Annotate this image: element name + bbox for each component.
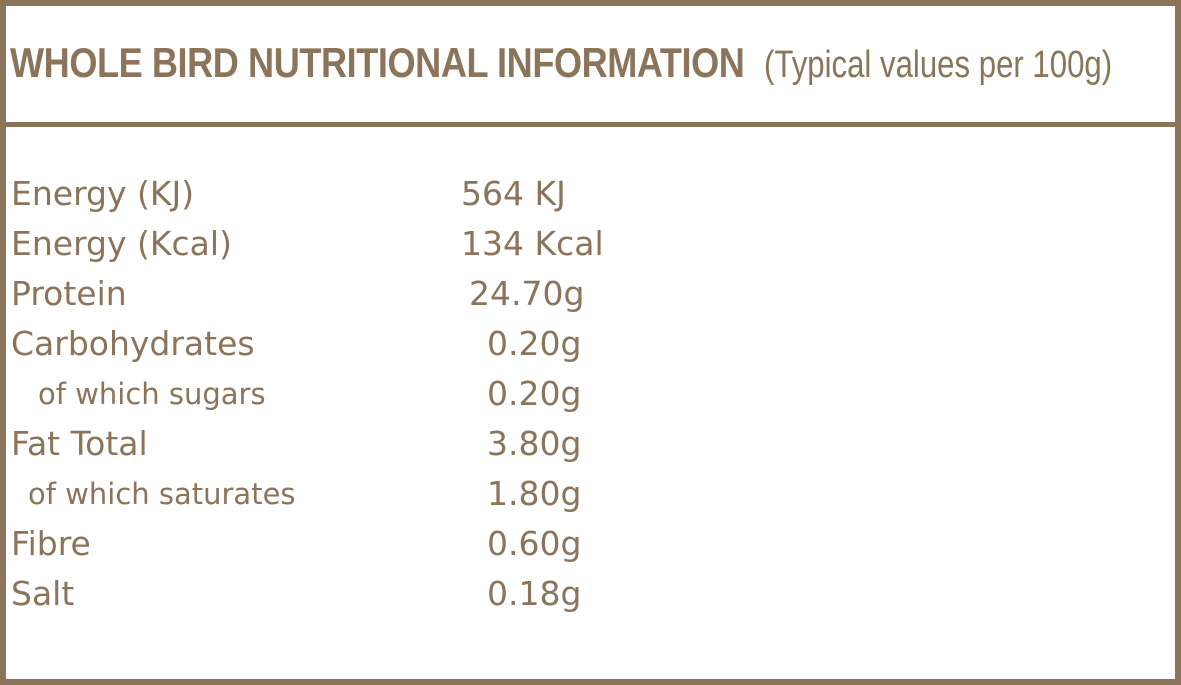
row-value: 1.80g xyxy=(487,474,582,513)
page-title: WHOLE BIRD NUTRITIONAL INFORMATION xyxy=(10,39,745,86)
row-value: 0.18g xyxy=(487,574,582,613)
nutrition-row-salt: Salt 0.18g xyxy=(6,569,1175,619)
title-line: WHOLE BIRD NUTRITIONAL INFORMATION (Typic… xyxy=(10,39,1181,86)
row-label: Protein xyxy=(11,274,127,313)
row-value: 564 KJ xyxy=(461,174,566,213)
nutrition-table: Energy (KJ) 564 KJ Energy (Kcal) 134 Kca… xyxy=(6,169,1175,619)
nutrition-row-fat-total: Fat Total 3.80g xyxy=(6,419,1175,469)
row-value: 24.70g xyxy=(469,274,585,313)
row-value: 3.80g xyxy=(487,424,582,463)
nutrition-row-energy-kj: Energy (KJ) 564 KJ xyxy=(6,169,1175,219)
row-label: Carbohydrates xyxy=(11,324,255,363)
nutrition-row-fibre: Fibre 0.60g xyxy=(6,519,1175,569)
nutrition-row-carbohydrates: Carbohydrates 0.20g xyxy=(6,319,1175,369)
nutrition-row-sugars: of which sugars 0.20g xyxy=(6,369,1175,419)
row-label: of which saturates xyxy=(28,477,296,511)
row-value: 0.20g xyxy=(487,374,582,413)
row-label: Fat Total xyxy=(11,424,148,463)
nutrition-row-energy-kcal: Energy (Kcal) 134 Kcal xyxy=(6,219,1175,269)
row-value: 134 Kcal xyxy=(461,224,604,263)
row-label: of which sugars xyxy=(38,377,266,411)
nutrition-row-protein: Protein 24.70g xyxy=(6,269,1175,319)
row-value: 0.20g xyxy=(487,324,582,363)
row-label: Energy (Kcal) xyxy=(11,224,232,263)
row-label: Salt xyxy=(11,574,75,613)
page-subtitle: (Typical values per 100g) xyxy=(764,44,1113,86)
nutrition-row-saturates: of which saturates 1.80g xyxy=(6,469,1175,519)
header: WHOLE BIRD NUTRITIONAL INFORMATION (Typic… xyxy=(6,6,1175,127)
row-value: 0.60g xyxy=(487,524,582,563)
row-label: Energy (KJ) xyxy=(11,174,195,213)
row-label: Fibre xyxy=(11,524,91,563)
